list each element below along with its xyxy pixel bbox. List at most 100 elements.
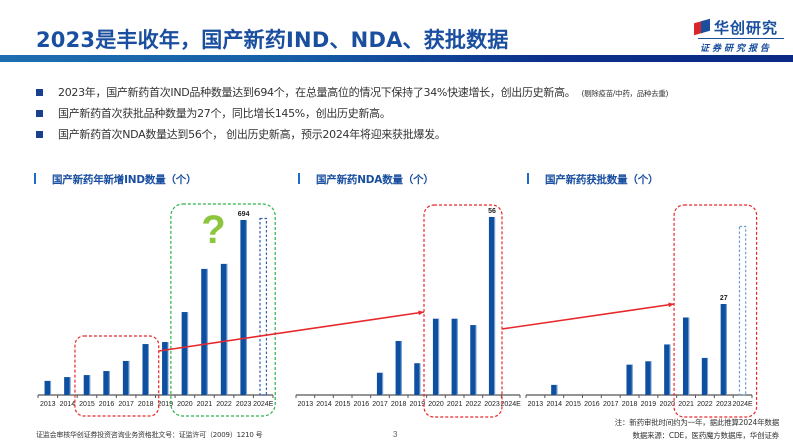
bar xyxy=(414,363,421,395)
title-marker-icon xyxy=(527,173,529,184)
x-tick-label: 2022 xyxy=(216,401,232,408)
bar xyxy=(488,217,496,395)
x-tick-label: 2014 xyxy=(316,401,332,408)
bullet-item: 国产新药首次获批品种数量为27个，同比增长145%，创出历史新高。 xyxy=(36,107,776,128)
highlight-box-green xyxy=(170,203,276,417)
bar xyxy=(551,384,558,395)
bar xyxy=(220,263,228,395)
bar xyxy=(701,357,709,395)
bar xyxy=(162,342,169,395)
trend-arrow xyxy=(501,303,675,330)
bar xyxy=(83,375,91,395)
bar xyxy=(395,340,402,395)
approval-bar-chart: 2013 2014 2015 2016 2017 2018 2019 2020 2021 2022… xyxy=(525,225,753,408)
bar xyxy=(720,304,727,395)
bar xyxy=(645,361,652,395)
bullet-text: 国产新药首次获批品种数量为27个，同比增长145%，创出历史新高。 xyxy=(58,107,391,120)
nda-chart-title-text: 国产新药NDA数量（个） xyxy=(316,174,434,186)
ind-chart-title: 国产新药年新增IND数量（个） xyxy=(34,172,197,187)
estimate-bar-outline xyxy=(259,217,268,396)
logo-name: 华创研究 xyxy=(714,19,779,37)
source-note: 注：新药审批时间约为一年，据此推算2024年数据 数据来源：CDE，医药魔方数据… xyxy=(615,416,779,442)
highlight-box-red xyxy=(423,204,503,418)
page-number: 3 xyxy=(393,430,398,439)
bar xyxy=(64,377,71,395)
x-tick-label: 2016 xyxy=(354,401,370,408)
bar xyxy=(240,220,247,395)
data-source-text: 数据来源：CDE，医药魔方数据库，华创证券 xyxy=(632,431,779,440)
x-tick-label: 2017 xyxy=(372,401,388,408)
x-tick-label: 2018 xyxy=(622,401,638,408)
license-footer: 证监会审核华创证券投资咨询业务资格批文号：证监许可（2009）1210 号 xyxy=(36,431,263,439)
x-tick-label: 2013 xyxy=(298,401,314,408)
x-tick-label: 2024E xyxy=(732,401,753,408)
x-tick-label: 2022 xyxy=(697,401,713,408)
footnote-text: 注：新药审批时间约为一年，据此推算2024年数据 xyxy=(614,418,779,427)
header-bar xyxy=(0,55,793,62)
bar xyxy=(664,344,671,395)
logo-divider xyxy=(698,38,784,39)
page-title: 2023是丰收年，国产新药IND、NDA、获批数据 xyxy=(36,28,509,52)
highlight-box-red xyxy=(673,204,758,418)
logo-subtitle: 证券研究报告 xyxy=(700,44,773,54)
bar xyxy=(122,360,130,395)
bullet-list: 2023年，国产新药首次IND品种数量达到694个，在总量高位的情况下保持了34… xyxy=(36,86,776,149)
x-tick-label: 2024E xyxy=(253,401,274,408)
square-bullet-icon xyxy=(36,110,43,117)
square-bullet-icon xyxy=(36,131,43,138)
x-tick-label: 2021 xyxy=(197,401,213,408)
logo-mark-icon xyxy=(694,18,710,36)
bar-value-label: 694 xyxy=(238,211,250,218)
x-tick-label: 2015 xyxy=(565,401,581,408)
chart-annotations: ? xyxy=(74,203,758,418)
x-tick-label: 2018 xyxy=(391,401,407,408)
bullet-item: 国产新药首次NDA数量达到56个， 创出历史新高，预示2024年将迎来获批爆发。 xyxy=(36,128,776,149)
x-tick-label: 2019 xyxy=(158,401,174,408)
bullet-item: 2023年，国产新药首次IND品种数量达到694个，在总量高位的情况下保持了34… xyxy=(36,86,776,107)
x-tick-label: 2014 xyxy=(60,401,76,408)
highlight-box-red xyxy=(74,335,160,417)
ind-bar-chart: 2013 2014 2015 2016 2017 2018 2019 2020 2021 2022… xyxy=(37,211,274,408)
title-marker-icon xyxy=(298,173,300,184)
arrow-head-icon xyxy=(668,302,675,308)
approval-chart-title-text: 国产新药获批数量（个） xyxy=(545,174,659,186)
approval-chart-title: 国产新药获批数量（个） xyxy=(527,172,659,187)
x-tick-label: 2020 xyxy=(428,401,444,408)
bar xyxy=(376,372,384,395)
brand-logo: 华创研究 证券研究报告 xyxy=(694,17,790,54)
bar-value-label: 56 xyxy=(488,208,496,215)
bar xyxy=(142,344,149,395)
x-tick-label: 2019 xyxy=(641,401,657,408)
ind-chart-title-text: 国产新药年新增IND数量（个） xyxy=(52,174,197,186)
trend-arrow xyxy=(158,311,425,352)
nda-chart-title: 国产新药NDA数量（个） xyxy=(298,172,434,187)
bar xyxy=(451,318,458,395)
bar-value-label: 27 xyxy=(720,295,728,302)
nda-bar-chart: 2013 2014 2015 2016 2017 2018 2019 2020 2021 2022… xyxy=(295,208,522,408)
bullet-note: (剔除疫苗/中药，品种去重) xyxy=(581,89,669,98)
x-tick-label: 2021 xyxy=(678,401,694,408)
bar xyxy=(181,312,189,395)
bar xyxy=(470,325,477,395)
x-tick-label: 2019 xyxy=(410,401,426,408)
bar xyxy=(626,364,633,395)
x-tick-label: 2013 xyxy=(528,401,544,408)
x-tick-label: 2016 xyxy=(584,401,600,408)
bullet-text: 国产新药首次NDA数量达到56个， 创出历史新高，预示2024年将迎来获批爆发。 xyxy=(58,128,446,141)
estimate-bar-outline xyxy=(738,225,747,396)
square-bullet-icon xyxy=(36,89,43,96)
bar xyxy=(103,371,110,395)
x-tick-label: 2013 xyxy=(40,401,56,408)
bar xyxy=(44,380,52,395)
x-tick-label: 2015 xyxy=(79,401,95,408)
x-tick-label: 2016 xyxy=(99,401,115,408)
x-tick-label: 2020 xyxy=(659,401,675,408)
bar xyxy=(682,317,690,395)
bullet-text: 2023年，国产新药首次IND品种数量达到694个，在总量高位的情况下保持了34… xyxy=(58,86,576,99)
x-tick-label: 2024E xyxy=(501,401,522,408)
x-tick-label: 2023 xyxy=(484,401,500,408)
x-tick-label: 2022 xyxy=(466,401,482,408)
bar xyxy=(432,318,440,395)
arrow-head-icon xyxy=(418,310,424,316)
